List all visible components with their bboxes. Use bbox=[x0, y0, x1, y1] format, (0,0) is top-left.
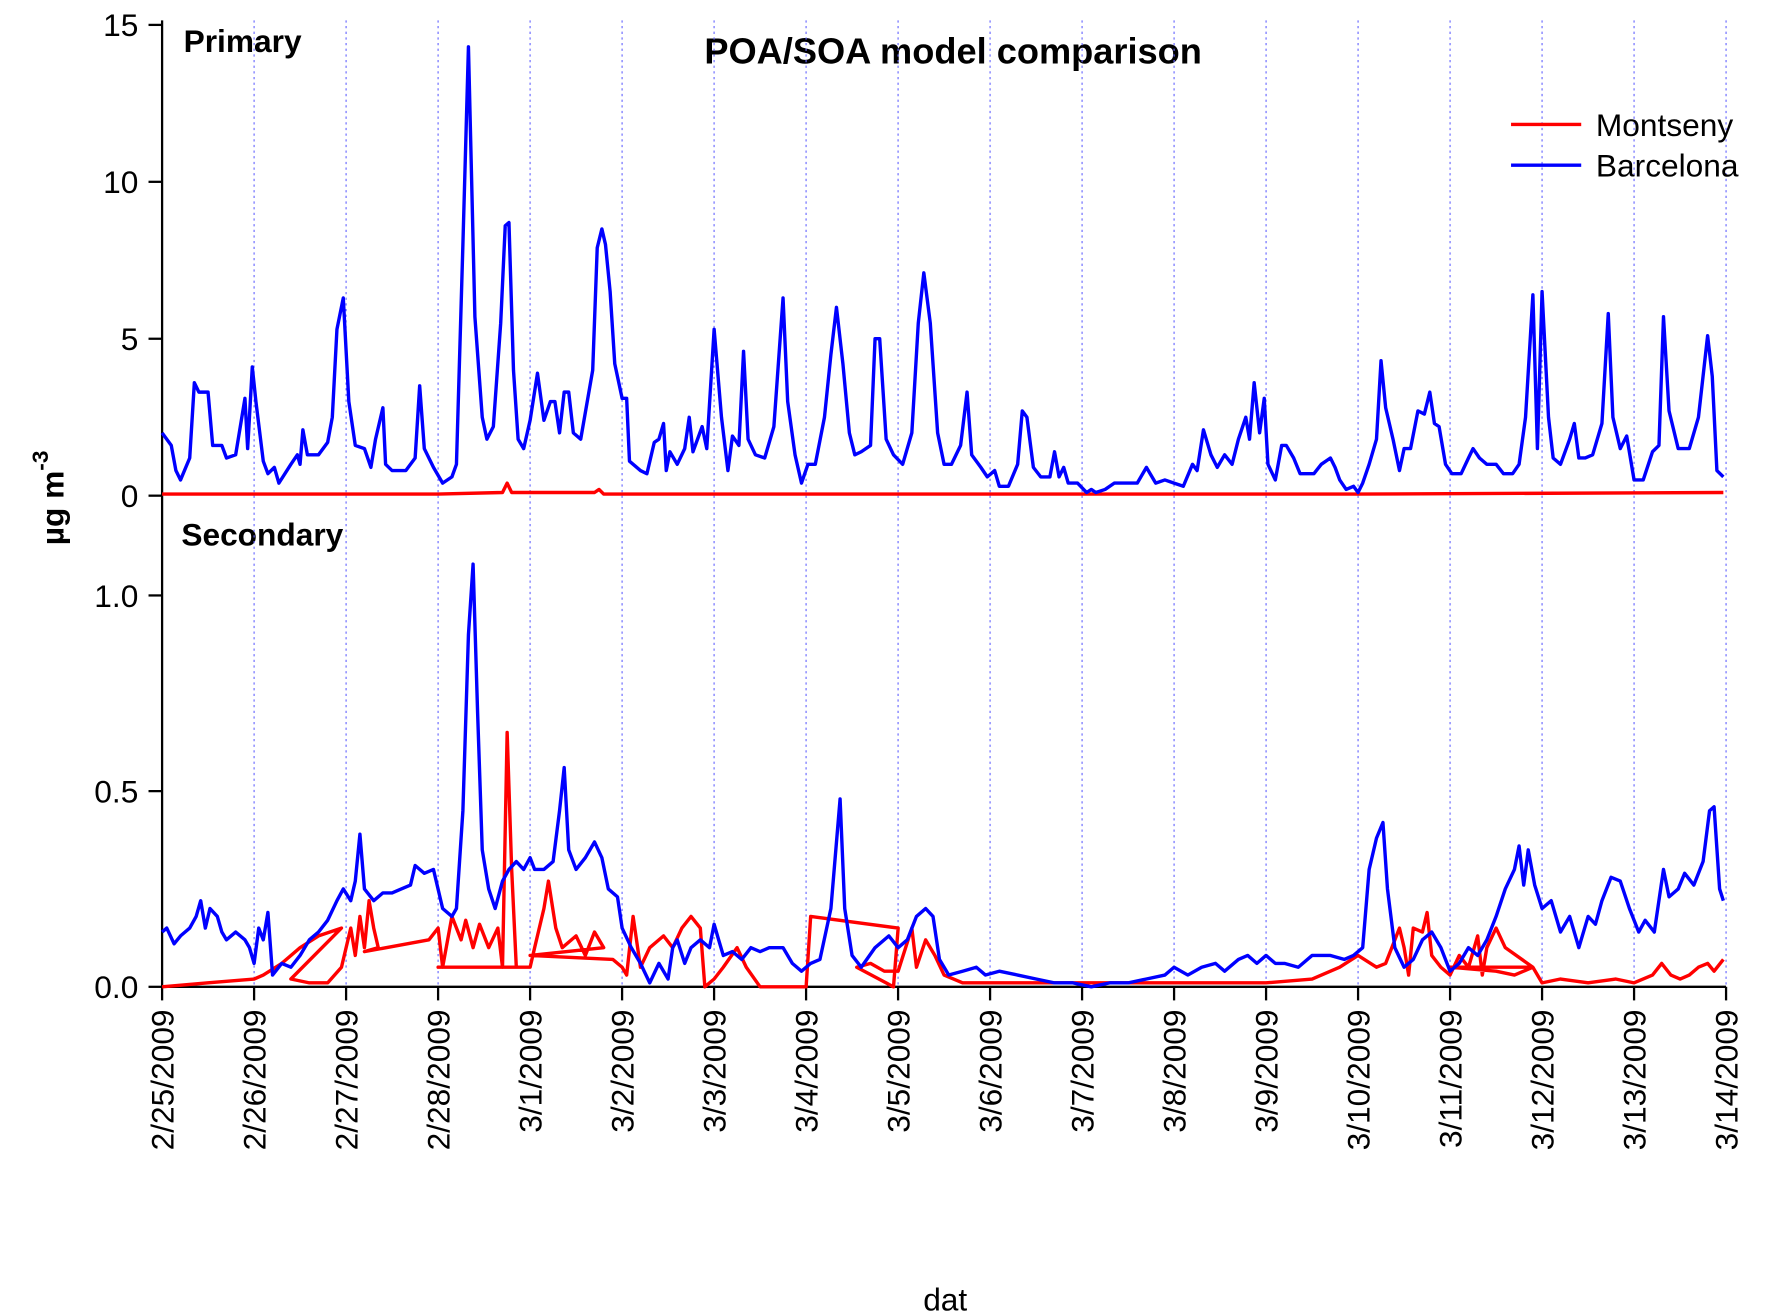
x-tick-label: 2/27/2009 bbox=[328, 1009, 364, 1150]
x-tick-label: 3/12/2009 bbox=[1524, 1009, 1560, 1150]
x-tick-label: 3/14/2009 bbox=[1708, 1009, 1744, 1150]
x-tick-label: 3/13/2009 bbox=[1616, 1009, 1652, 1150]
series-line bbox=[161, 730, 1725, 989]
legend-label: Montseny bbox=[1596, 107, 1733, 143]
y-tick-label: 0.0 bbox=[94, 969, 138, 1005]
series-line bbox=[162, 481, 1724, 496]
y-tick-label: 0.5 bbox=[94, 773, 138, 809]
series-line bbox=[160, 45, 1725, 495]
y-tick-label: 5 bbox=[121, 321, 139, 357]
legend-label: Barcelona bbox=[1596, 148, 1739, 184]
y-tick-label: 10 bbox=[103, 164, 138, 200]
x-tick-label: 2/26/2009 bbox=[236, 1009, 272, 1150]
x-tick-label: 3/9/2009 bbox=[1248, 1009, 1284, 1132]
x-tick-label: 2/28/2009 bbox=[420, 1009, 456, 1150]
x-tick-label: 3/2/2009 bbox=[604, 1009, 640, 1132]
y-axis-label-superscript: -3 bbox=[28, 451, 53, 471]
x-axis-label: dat bbox=[923, 1281, 967, 1315]
y-tick-label: 15 bbox=[103, 7, 138, 43]
x-tick-label: 3/1/2009 bbox=[512, 1009, 548, 1132]
x-tick-label: 3/3/2009 bbox=[696, 1009, 732, 1132]
panel-label: Secondary bbox=[181, 516, 343, 552]
panel-label: Primary bbox=[184, 23, 302, 59]
x-tick-label: 3/7/2009 bbox=[1064, 1009, 1100, 1132]
y-tick-label: 0 bbox=[121, 478, 139, 514]
x-tick-label: 3/10/2009 bbox=[1340, 1009, 1376, 1150]
x-tick-label: 3/6/2009 bbox=[972, 1009, 1008, 1132]
x-tick-label: 2/25/2009 bbox=[144, 1009, 180, 1150]
y-axis-label-text: µg m bbox=[35, 471, 71, 546]
x-tick-label: 3/11/2009 bbox=[1432, 1009, 1468, 1148]
x-tick-label: 3/4/2009 bbox=[788, 1009, 824, 1132]
y-tick-label: 1.0 bbox=[94, 578, 138, 614]
y-axis-label: µg m-3 bbox=[28, 451, 71, 546]
chart-title: POA/SOA model comparison bbox=[704, 30, 1202, 71]
x-tick-label: 3/5/2009 bbox=[880, 1009, 916, 1132]
series-line bbox=[160, 562, 1725, 989]
x-tick-label: 3/8/2009 bbox=[1156, 1009, 1192, 1132]
